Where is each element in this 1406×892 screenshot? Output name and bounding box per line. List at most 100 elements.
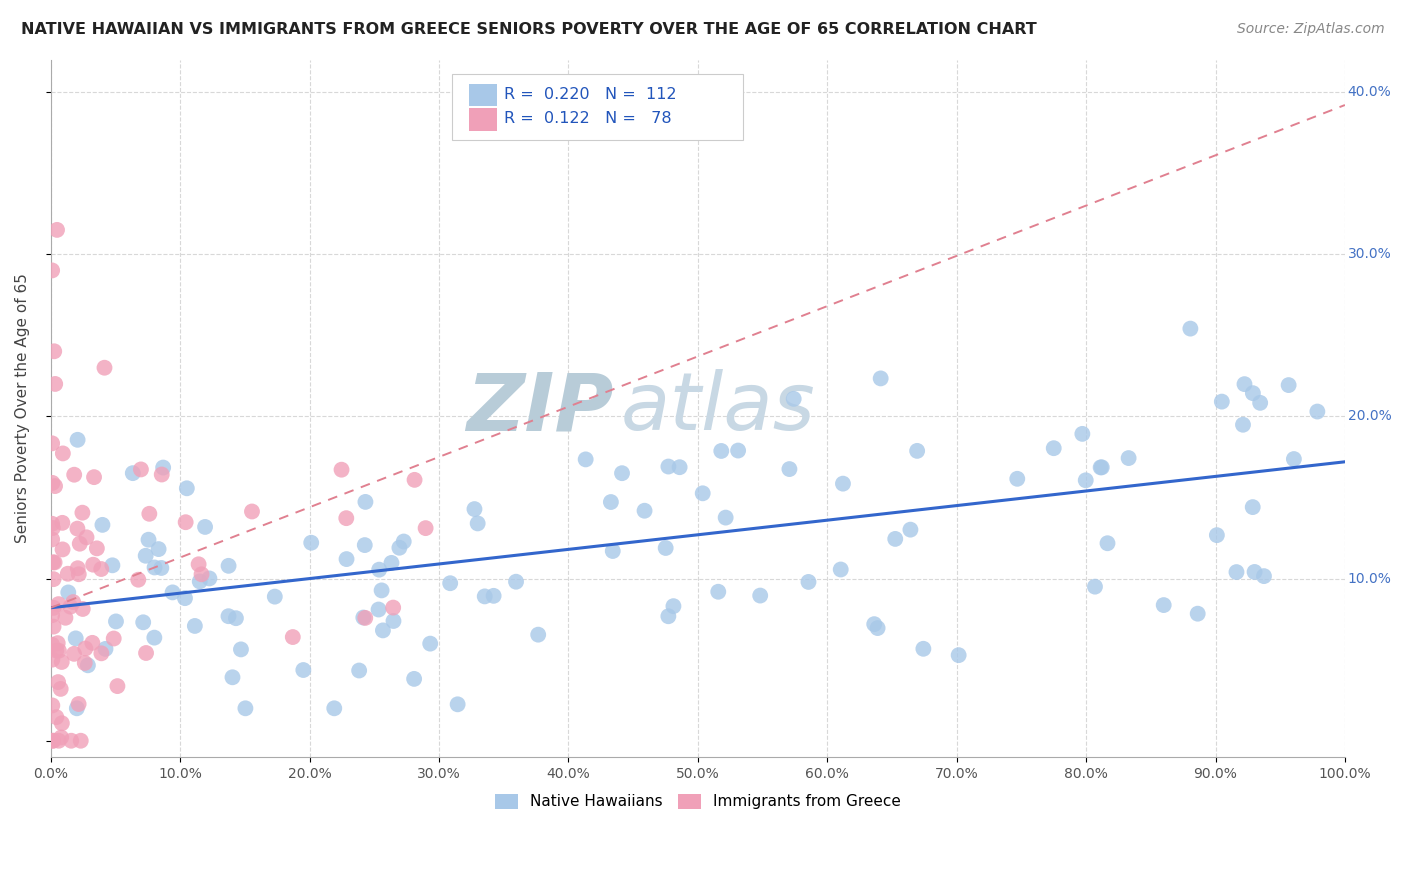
Point <box>948 648 970 662</box>
Point <box>575 452 598 467</box>
Point <box>235 701 257 715</box>
Point <box>188 574 211 589</box>
Point <box>281 630 304 644</box>
Point <box>905 443 928 458</box>
Point <box>1071 426 1094 441</box>
Point <box>59 599 82 614</box>
Point <box>657 459 679 474</box>
Point <box>44 556 66 570</box>
Point <box>148 542 170 557</box>
Point <box>830 562 852 576</box>
Point <box>91 517 114 532</box>
Point <box>1153 598 1175 612</box>
Point <box>190 567 212 582</box>
Point <box>599 495 621 509</box>
Point <box>368 563 391 577</box>
Point <box>353 538 375 552</box>
Text: R =  0.122   N =   78: R = 0.122 N = 78 <box>503 112 672 127</box>
Point <box>66 522 89 536</box>
Point <box>707 584 730 599</box>
Point <box>439 576 461 591</box>
Point <box>150 561 173 575</box>
Point <box>749 589 772 603</box>
Point <box>1282 452 1305 467</box>
Point <box>51 716 73 731</box>
Point <box>218 558 240 573</box>
Point <box>138 507 160 521</box>
Point <box>67 567 90 582</box>
Point <box>1211 394 1233 409</box>
Point <box>152 460 174 475</box>
Point <box>90 562 112 576</box>
Point <box>41 698 63 713</box>
Point <box>194 520 217 534</box>
Point <box>218 609 240 624</box>
Point <box>388 541 411 555</box>
Point <box>221 670 243 684</box>
Point <box>41 533 63 547</box>
Point <box>162 585 184 599</box>
Point <box>45 643 67 657</box>
Point <box>1091 460 1114 475</box>
Point <box>41 608 63 623</box>
Point <box>1074 473 1097 487</box>
Point <box>668 460 690 475</box>
Point <box>135 646 157 660</box>
Point <box>783 392 806 406</box>
Point <box>187 558 209 572</box>
Point <box>101 558 124 573</box>
Point <box>832 476 855 491</box>
Point <box>176 481 198 495</box>
Point <box>62 595 84 609</box>
Point <box>505 574 527 589</box>
Point <box>46 636 69 650</box>
Point <box>727 443 749 458</box>
Point <box>83 470 105 484</box>
Point <box>710 444 733 458</box>
Point <box>65 632 87 646</box>
Point <box>66 433 89 447</box>
Point <box>354 611 377 625</box>
Point <box>63 467 86 482</box>
Point <box>41 436 63 450</box>
Point <box>263 590 285 604</box>
Point <box>1243 565 1265 579</box>
Point <box>1253 569 1275 583</box>
Point <box>42 619 65 633</box>
Text: ZIP: ZIP <box>467 369 614 447</box>
Y-axis label: Seniors Poverty Over the Age of 65: Seniors Poverty Over the Age of 65 <box>15 273 30 543</box>
Point <box>1084 580 1107 594</box>
Point <box>657 609 679 624</box>
Point <box>51 542 73 557</box>
Point <box>41 638 63 652</box>
Point <box>94 641 117 656</box>
Point <box>354 495 377 509</box>
Point <box>527 628 550 642</box>
Point <box>633 504 655 518</box>
Point <box>370 583 392 598</box>
Point <box>1233 377 1256 392</box>
Point <box>138 533 160 547</box>
Point <box>93 360 115 375</box>
Point <box>463 502 485 516</box>
Point <box>404 473 426 487</box>
Point <box>143 560 166 574</box>
Point <box>419 637 441 651</box>
Point <box>1187 607 1209 621</box>
Point <box>869 371 891 385</box>
Point <box>103 632 125 646</box>
Point <box>198 571 221 585</box>
Point <box>662 599 685 614</box>
FancyBboxPatch shape <box>468 84 498 106</box>
Point <box>72 602 94 616</box>
Point <box>474 590 496 604</box>
Point <box>41 652 63 666</box>
Point <box>42 733 65 747</box>
Point <box>1241 500 1264 515</box>
Point <box>1090 460 1112 475</box>
Point <box>45 710 67 724</box>
Text: R =  0.220   N =  112: R = 0.220 N = 112 <box>503 87 676 102</box>
Point <box>1205 528 1227 542</box>
Point <box>900 523 922 537</box>
Point <box>415 521 437 535</box>
